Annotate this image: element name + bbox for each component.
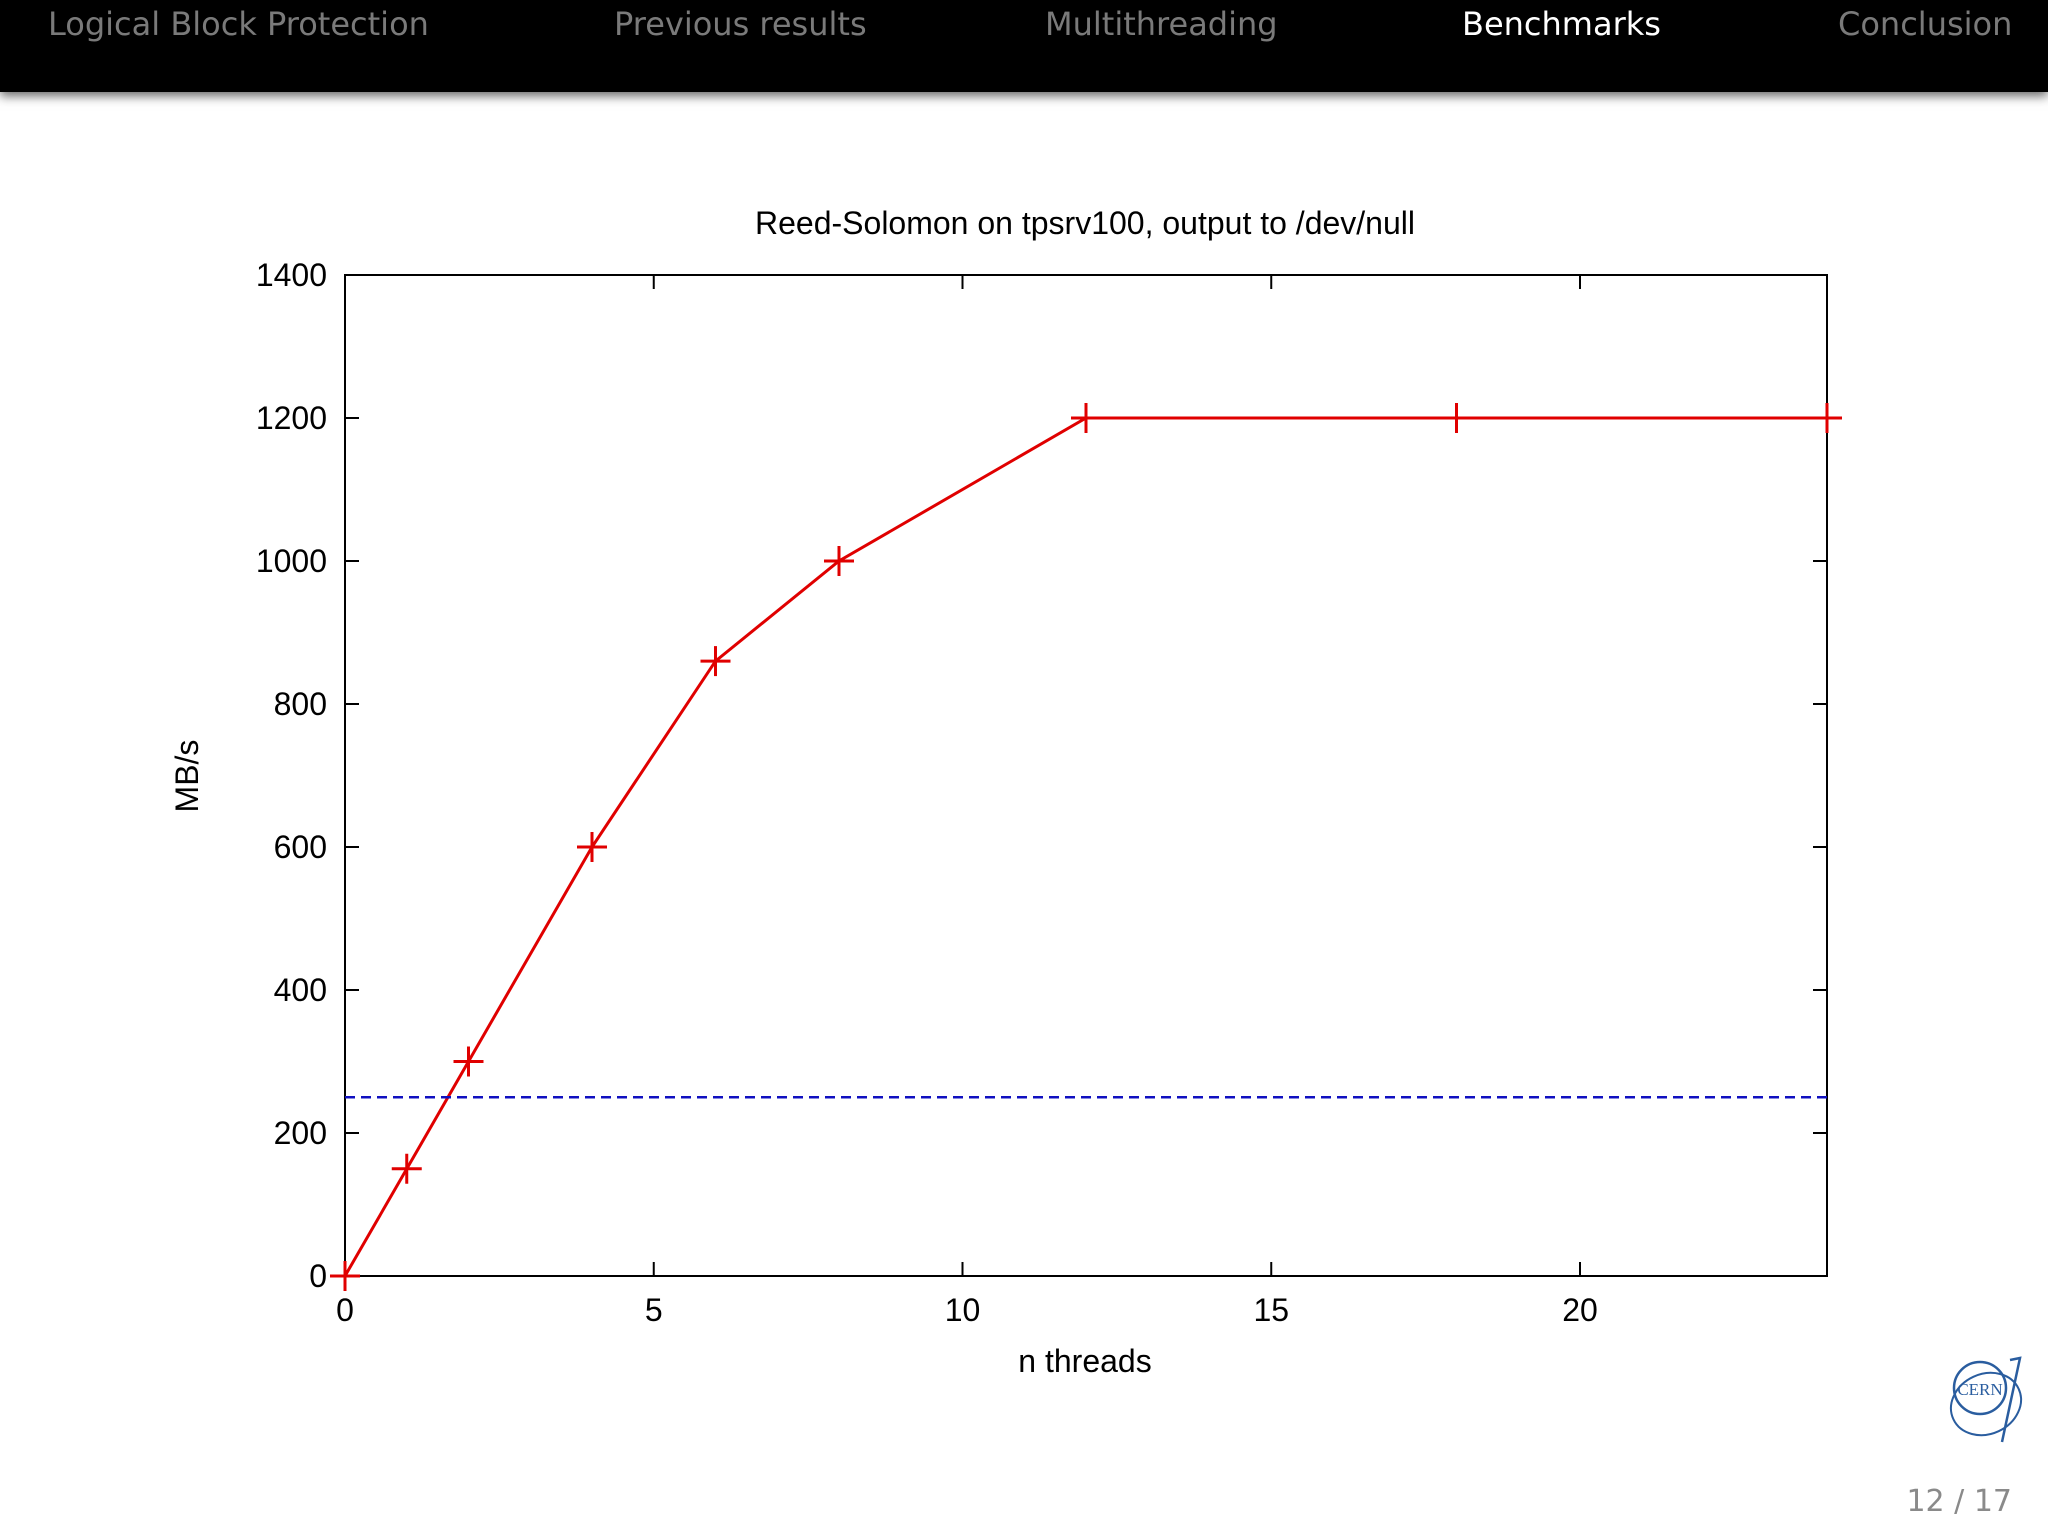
y-axis-label: MB/s xyxy=(169,740,205,813)
data-point-marker xyxy=(700,646,731,677)
data-point-marker xyxy=(1812,403,1842,433)
data-point-marker xyxy=(824,546,854,576)
y-tick-label: 1200 xyxy=(256,400,327,436)
x-tick-label: 10 xyxy=(945,1292,981,1328)
data-point-marker xyxy=(1071,403,1101,433)
y-tick-label: 600 xyxy=(274,829,327,865)
nav-item-logical-block-protection[interactable]: Logical Block Protection xyxy=(48,5,429,43)
series-layer xyxy=(330,403,1842,1291)
nav-item-benchmarks[interactable]: Benchmarks xyxy=(1462,5,1661,43)
y-tick-label: 200 xyxy=(274,1115,327,1151)
y-tick-label: 0 xyxy=(309,1258,327,1294)
section-navigation-bar: Logical Block Protection Previous result… xyxy=(0,0,2048,92)
data-point-marker xyxy=(1441,403,1472,433)
nav-item-previous-results[interactable]: Previous results xyxy=(614,5,867,43)
nav-item-conclusion[interactable]: Conclusion xyxy=(1838,5,2013,43)
logo-text: CERN xyxy=(1957,1380,2002,1399)
data-point-marker xyxy=(330,1261,360,1291)
plot-frame xyxy=(344,274,1828,1277)
data-point-marker xyxy=(577,832,607,862)
x-tick-label: 0 xyxy=(336,1292,354,1328)
nav-item-multithreading[interactable]: Multithreading xyxy=(1045,5,1278,43)
cern-logo: CERN xyxy=(1949,1356,2023,1443)
x-tick-label: 20 xyxy=(1562,1292,1598,1328)
y-tick-label: 800 xyxy=(274,686,327,722)
page-number: 12 / 17 xyxy=(1906,1484,2012,1519)
data-point-marker xyxy=(391,1153,422,1184)
x-tick-label: 5 xyxy=(645,1292,663,1328)
data-point-marker xyxy=(453,1046,484,1077)
chart-title: Reed-Solomon on tpsrv100, output to /dev… xyxy=(755,205,1415,241)
x-tick-label: 15 xyxy=(1253,1292,1289,1328)
series-line xyxy=(343,416,1827,1277)
x-axis-label: n threads xyxy=(1018,1343,1151,1379)
y-tick-label: 1400 xyxy=(256,257,327,293)
y-tick-label: 400 xyxy=(274,972,327,1008)
y-tick-label: 1000 xyxy=(256,543,327,579)
